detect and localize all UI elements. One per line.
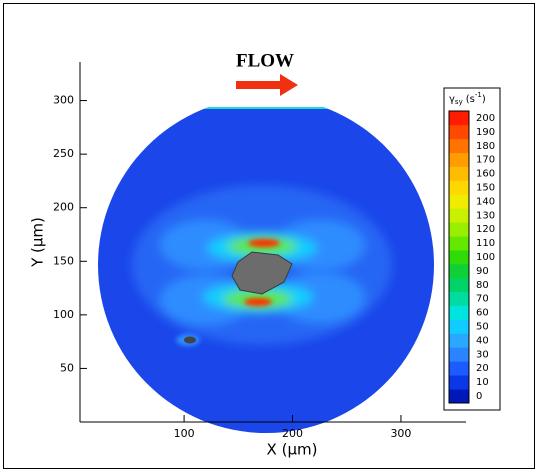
colorbar-swatch <box>449 361 469 376</box>
colorbar-swatch <box>449 124 469 140</box>
colorbar-label: 140 <box>476 196 495 207</box>
colorbar-label: 20 <box>476 363 489 374</box>
x-tick-label: 300 <box>390 427 411 440</box>
colorbar-label: 120 <box>476 224 495 235</box>
flow-arrow <box>236 74 298 96</box>
y-tick-label: 50 <box>60 361 74 374</box>
colorbar-title: γsy (s-1) <box>449 91 486 106</box>
colorbar-label: 150 <box>476 182 495 193</box>
colorbar-swatch <box>449 111 469 126</box>
colorbar-label: 200 <box>476 113 495 124</box>
colorbar-label: 180 <box>476 141 495 152</box>
colorbar-label: 100 <box>476 252 495 263</box>
colorbar-label: 190 <box>476 127 495 138</box>
colorbar-swatch <box>449 138 469 154</box>
y-tick-label: 200 <box>53 201 74 214</box>
y-tick-label: 250 <box>53 147 74 160</box>
colorbar-swatch <box>449 389 469 404</box>
colorbar-label: 110 <box>476 238 495 249</box>
colorbar-symbol: γ <box>449 94 455 105</box>
colorbar-swatch <box>449 166 469 181</box>
colorbar-swatch <box>449 194 469 209</box>
colorbar-unit: (s <box>466 94 475 105</box>
y-tick-label: 100 <box>53 308 74 321</box>
colorbar-label: 130 <box>476 210 495 221</box>
colorbar-swatch <box>449 222 469 237</box>
colorbar-label: 50 <box>476 322 489 333</box>
colorbar-label: 170 <box>476 155 495 166</box>
colorbar-swatch <box>449 250 469 265</box>
x-tick-label: 200 <box>282 427 303 440</box>
colorbar-swatch <box>449 347 469 362</box>
colorbar-superscript: -1 <box>475 91 482 99</box>
colorbar-outline <box>448 110 470 404</box>
colorbar-swatch <box>449 236 469 251</box>
small-particle <box>184 336 196 344</box>
colorbar-label: 80 <box>476 280 489 291</box>
colorbar-swatch <box>449 305 469 320</box>
particle <box>231 251 293 295</box>
frame <box>3 3 535 469</box>
colorbar-subscript: sy <box>455 98 463 106</box>
colorbar-swatch <box>449 208 469 223</box>
colorbar-swatch <box>449 319 469 334</box>
colorbar-swatch <box>449 152 469 167</box>
colorbar-label: 0 <box>476 391 482 402</box>
colorbar-label: 40 <box>476 335 489 346</box>
y-axis-label: Y (μm) <box>29 217 47 268</box>
colorbar-swatch <box>449 263 469 279</box>
colorbar-unit-close: ) <box>482 94 486 105</box>
chart-title: FLOW <box>236 50 294 71</box>
colorbar-swatch <box>449 333 469 348</box>
colorbar-label: 90 <box>476 266 489 277</box>
colorbar-swatch <box>449 291 469 306</box>
x-axis-label: X (μm) <box>267 441 318 459</box>
colorbar-swatch <box>449 180 469 195</box>
x-tick-label: 100 <box>174 427 195 440</box>
y-tick-label: 150 <box>53 254 74 267</box>
colorbar-swatch <box>449 277 469 293</box>
colorbar-label: 60 <box>476 308 489 319</box>
colorbar-swatch <box>449 375 469 390</box>
colorbar-label: 30 <box>476 349 489 360</box>
y-tick-label: 300 <box>53 94 74 107</box>
colorbar-label: 10 <box>476 377 489 388</box>
colorbar-label: 160 <box>476 169 495 180</box>
colorbar-label: 70 <box>476 294 489 305</box>
